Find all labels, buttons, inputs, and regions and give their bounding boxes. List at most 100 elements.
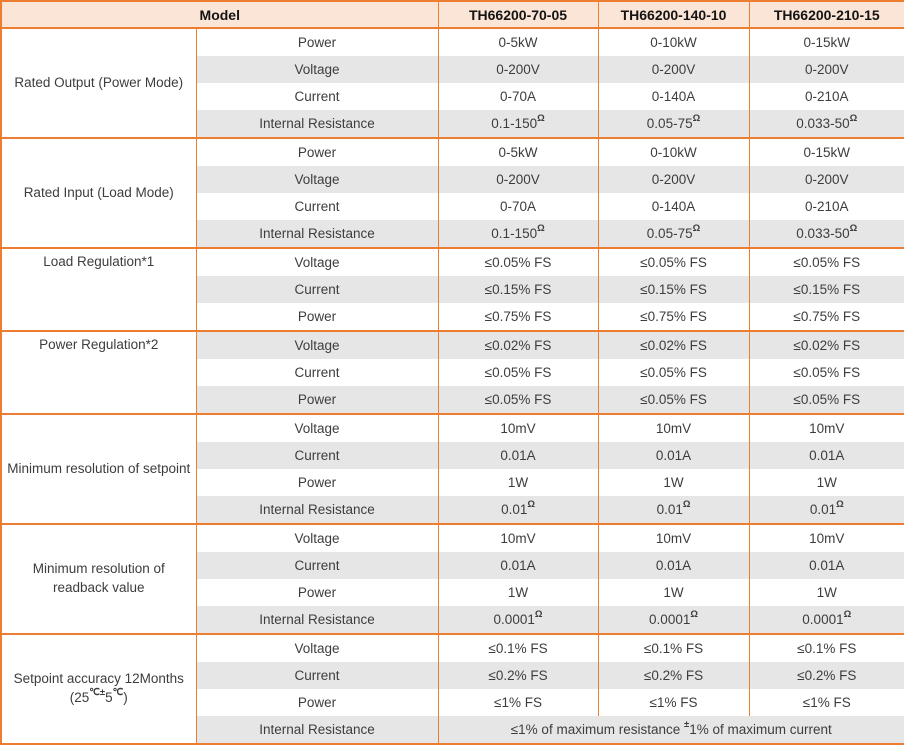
spec-value-cell: ≤0.05% FS [597,359,750,386]
param-name-cell: Power [195,303,439,331]
table-row: Power 1W 1W 1W [1,469,904,496]
spec-value-cell: ≤0.05% FS [748,247,904,276]
model-column-header-2: TH66200-140-10 [597,1,750,29]
param-name-cell: Current [195,83,439,110]
superscript-text: Ω [849,223,858,234]
spec-value-cell: 0.01A [437,552,599,579]
spec-value-cell: 0.01A [597,442,750,469]
spec-value-cell: 0.0001Ω [748,606,904,634]
param-name-cell: Voltage [195,413,439,442]
superscript-text: Ω [690,609,698,620]
spec-value-cell: 1W [597,469,750,496]
table-row: Rated Output (Power Mode) Power 0-5kW 0-10k… [0,27,904,138]
spec-value-cell: 0.0001Ω [437,606,599,634]
table-row: Minimum resolution of setpoint Voltage 10m… [0,413,904,524]
param-name-cell: Current [195,359,439,386]
spec-value-cell: 0-200V [597,166,750,193]
spec-value-cell: ≤0.15% FS [597,276,750,303]
spec-value-cell: 1W [437,469,599,496]
param-name-cell: Current [195,276,439,303]
param-name-cell: Voltage [195,166,439,193]
spec-value-cell: 0-15kW [748,137,904,166]
spec-value-cell: 10mV [597,413,750,442]
spec-value-cell: 0-200V [437,166,599,193]
param-name-cell: Power [195,386,439,414]
spec-value-cell: 0-15kW [748,27,904,56]
spec-value-cell: 0.01Ω [597,496,750,524]
spec-value-cell: 0-10kW [597,137,750,166]
spec-value-cell: 0-210A [748,193,904,220]
section-label-cell: Rated Output (Power Mode) [0,27,197,138]
table-row: Internal Resistance 0.01Ω 0.01Ω 0.01Ω [1,496,904,524]
table-row: Setpoint accuracy 12Months (25℃±5℃) Voltag… [0,633,904,744]
superscript-text: Ω [527,499,535,510]
spec-value-cell: ≤0.75% FS [597,303,750,331]
spec-value-cell: ≤0.15% FS [748,276,904,303]
param-name-cell: Internal Resistance [195,110,439,138]
spec-value-cell: 0.01Ω [437,496,599,524]
spec-value-cell: 0.01A [597,552,750,579]
spec-value-cell: 0-200V [748,166,904,193]
spec-value-cell: 0-10kW [597,27,750,56]
spec-value-cell: ≤1% FS [748,689,904,716]
superscript-text: Ω [534,609,543,620]
table-row: Current 0-70A 0-140A 0-210A [1,83,904,110]
table-row: Voltage 0-200V 0-200V 0-200V [1,56,904,83]
spec-value-cell: 0.01A [748,442,904,469]
spec-value-cell: 0-70A [437,193,599,220]
table-row: Current 0.01A 0.01A 0.01A [1,552,904,579]
spec-value-cell: ≤0.75% FS [748,303,904,331]
param-name-cell: Voltage [195,247,439,276]
param-name-cell: Current [195,552,439,579]
spec-value-cell: 0.033-50Ω [748,110,904,138]
table-row: Power ≤0.05% FS ≤0.05% FS ≤0.05% FS [1,386,904,414]
spec-value-cell: 10mV [437,523,599,552]
spec-value-cell: ≤0.05% FS [437,359,599,386]
spec-value-cell: ≤0.2% FS [748,662,904,689]
superscript-text: Ω [849,113,858,124]
param-name-cell: Internal Resistance [195,220,439,248]
spec-value-cell: 10mV [748,413,904,442]
superscript-text: Ω [537,113,545,124]
spec-value-cell: 10mV [597,523,750,552]
superscript-text: Ω [836,499,844,510]
table-row: Rated Input (Load Mode) Power 0-5kW 0-10kW 0… [0,137,904,248]
param-name-cell: Power [195,137,439,166]
spec-value-cell: ≤0.2% FS [437,662,599,689]
spec-value-cell: 0.05-75Ω [597,110,750,138]
param-name-cell: Internal Resistance [195,716,439,744]
superscript-text: Ω [692,223,701,234]
spec-value-cell: ≤0.1% FS [748,633,904,662]
section-label-cell: Load Regulation*1 [0,247,197,331]
table-row: Load Regulation*1 Voltage ≤0.05% FS ≤0.05% … [0,247,904,331]
superscript-text: ± [683,719,690,730]
superscript-text: Ω [537,223,545,234]
spec-value-cell: ≤0.05% FS [748,386,904,414]
param-name-cell: Power [195,27,439,56]
spec-value-cell: 0-70A [437,83,599,110]
spec-value-cell: ≤0.75% FS [437,303,599,331]
superscript-text: Ω [682,499,691,510]
spec-value-cell: ≤0.02% FS [597,330,750,359]
spec-value-cell: ≤0.05% FS [748,359,904,386]
model-column-header-3: TH66200-210-15 [748,1,904,29]
table-row: Current 0-70A 0-140A 0-210A [1,193,904,220]
spec-value-cell: 0.01A [748,552,904,579]
spec-value-cell: 0.0001Ω [597,606,750,634]
spec-value-cell: ≤1% FS [597,689,750,716]
table-row: Power ≤0.75% FS ≤0.75% FS ≤0.75% FS [1,303,904,331]
param-name-cell: Voltage [195,633,439,662]
spec-value-cell: 0.01Ω [748,496,904,524]
spec-value-cell: 0-200V [597,56,750,83]
spec-value-cell: ≤0.05% FS [597,247,750,276]
model-header-cell: Model [0,1,439,29]
spec-value-cell: 0-140A [597,193,750,220]
spec-value-cell-spanned: ≤1% of maximum resistance ±1% of maximum… [437,716,904,744]
spec-value-cell: ≤1% FS [437,689,599,716]
table-row: Power Regulation*2 Voltage ≤0.02% FS ≤0.02%… [0,330,904,414]
spec-value-cell: 0-5kW [437,137,599,166]
spec-value-cell: 0-210A [748,83,904,110]
spec-value-cell: ≤0.1% FS [437,633,599,662]
